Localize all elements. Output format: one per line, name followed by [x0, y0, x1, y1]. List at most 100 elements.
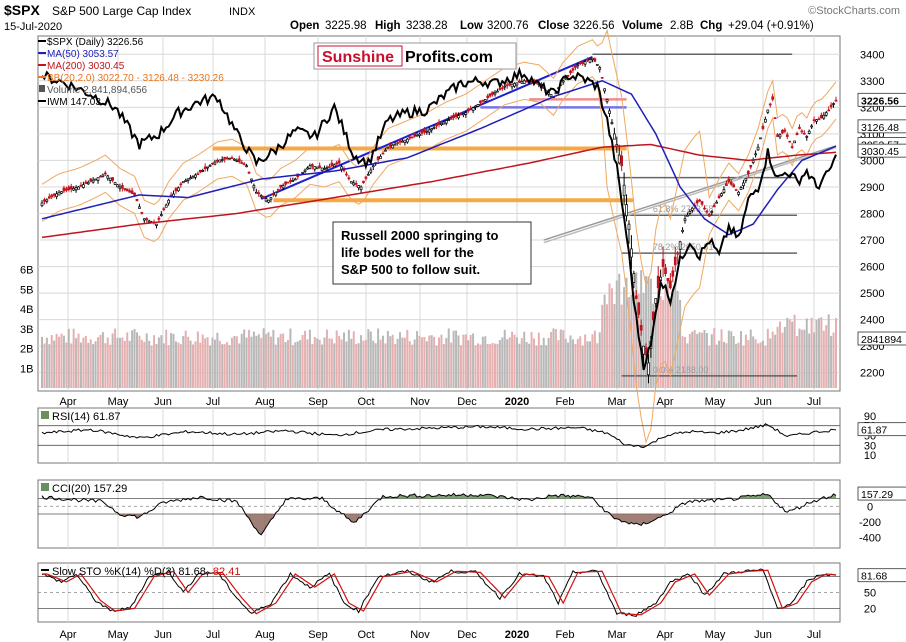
volume-bar	[84, 335, 87, 388]
legend-ma200: MA(200) 3030.45	[47, 61, 125, 72]
candle-body	[286, 181, 290, 184]
volume-bar	[725, 343, 728, 388]
volume-bar	[279, 333, 282, 388]
rsi-title-icon	[41, 411, 49, 419]
volume-bar	[343, 332, 346, 388]
volume-bar	[347, 329, 350, 388]
volume-bar	[481, 336, 484, 388]
volume-bar	[396, 338, 399, 388]
candle-body	[642, 345, 645, 355]
candle-body	[291, 179, 295, 182]
candle-body	[135, 198, 139, 202]
volume-bar	[321, 344, 324, 388]
volume-bar	[313, 336, 316, 388]
x-tick-label-bottom: Jun	[754, 629, 772, 641]
x-tick-label: Oct	[357, 396, 374, 408]
candle-body	[367, 173, 370, 176]
candle-body	[695, 200, 699, 204]
volume-bar	[830, 335, 833, 388]
volume-bar	[518, 343, 521, 388]
candle-body	[413, 132, 416, 137]
candle-body	[603, 88, 606, 92]
candle-body	[593, 58, 597, 62]
volume-bar	[374, 343, 377, 388]
x-tick-label: Jun	[754, 396, 772, 408]
volume-tick-label: 2B	[20, 344, 33, 356]
candle-body	[781, 129, 784, 134]
candle-body	[272, 193, 275, 196]
candle-body	[500, 87, 504, 90]
candle-body	[179, 183, 183, 186]
volume-bar	[511, 331, 514, 388]
candle-body	[737, 191, 740, 195]
candle-body	[108, 177, 112, 181]
candle-body	[196, 173, 200, 176]
candle-body	[349, 181, 353, 184]
volume-bar	[735, 343, 738, 388]
candle-body	[398, 140, 402, 143]
candle-body	[522, 80, 526, 84]
volume-bar	[613, 304, 616, 388]
x-tick-label: Apr	[59, 396, 76, 408]
volume-bar	[744, 334, 747, 388]
candle-body	[440, 122, 443, 126]
volume-bar	[308, 329, 311, 388]
bollinger-upper-line	[41, 28, 837, 288]
volume-bar	[659, 296, 662, 388]
x-tick-label-bottom: Mar	[608, 629, 627, 641]
volume-bar	[389, 336, 392, 388]
cci-y-tick: -400	[859, 532, 881, 544]
candle-body	[357, 185, 360, 189]
volume-bar	[791, 321, 794, 388]
candle-body	[218, 159, 222, 163]
volume-bar	[89, 339, 92, 388]
ma200-line	[41, 143, 837, 239]
volume-bar	[77, 333, 80, 388]
candle-body	[824, 112, 828, 116]
candle-body	[464, 112, 468, 115]
bollinger-lower-line	[41, 76, 837, 444]
candle-body	[245, 165, 248, 168]
candle-body	[69, 186, 73, 190]
candle-body	[369, 169, 373, 173]
candle-body	[773, 117, 777, 120]
volume-bar	[632, 291, 635, 388]
volume-bar	[257, 334, 260, 388]
volume-bar	[710, 334, 713, 388]
volume-bar	[364, 339, 367, 388]
volume-bar	[698, 332, 701, 388]
volume-bar	[87, 342, 90, 388]
volume-bar	[464, 334, 467, 388]
x-tick-label: Dec	[457, 396, 477, 408]
candle-body	[347, 177, 351, 180]
volume-bar	[235, 336, 238, 388]
candle-body	[147, 220, 151, 223]
candle-body	[235, 160, 239, 162]
candle-body	[727, 178, 731, 183]
volume-bar	[681, 336, 684, 388]
candle-body	[503, 85, 507, 88]
volume-bar	[730, 331, 733, 388]
x-tick-label: 2020	[505, 396, 529, 408]
price-tag-box	[857, 143, 906, 158]
y-tick-label: 3000	[860, 155, 884, 167]
volume-bar	[805, 318, 808, 388]
volume-bar	[450, 342, 453, 388]
candle-body	[43, 199, 46, 202]
candle-body	[430, 128, 434, 131]
candle-body	[84, 181, 88, 184]
candle-body	[705, 210, 709, 213]
volume-bar	[766, 328, 769, 388]
candle-body	[72, 187, 76, 191]
candle-body	[729, 181, 733, 185]
volume-bar	[291, 344, 294, 388]
volume-bar	[703, 330, 706, 388]
rising-support-line-1	[543, 145, 837, 241]
volume-bar	[778, 321, 781, 388]
candle-body	[707, 213, 711, 217]
volume-bar	[62, 335, 65, 388]
volume-bar	[737, 342, 740, 388]
candle-body	[233, 158, 236, 161]
candle-body	[632, 273, 636, 283]
candle-body	[771, 96, 775, 100]
